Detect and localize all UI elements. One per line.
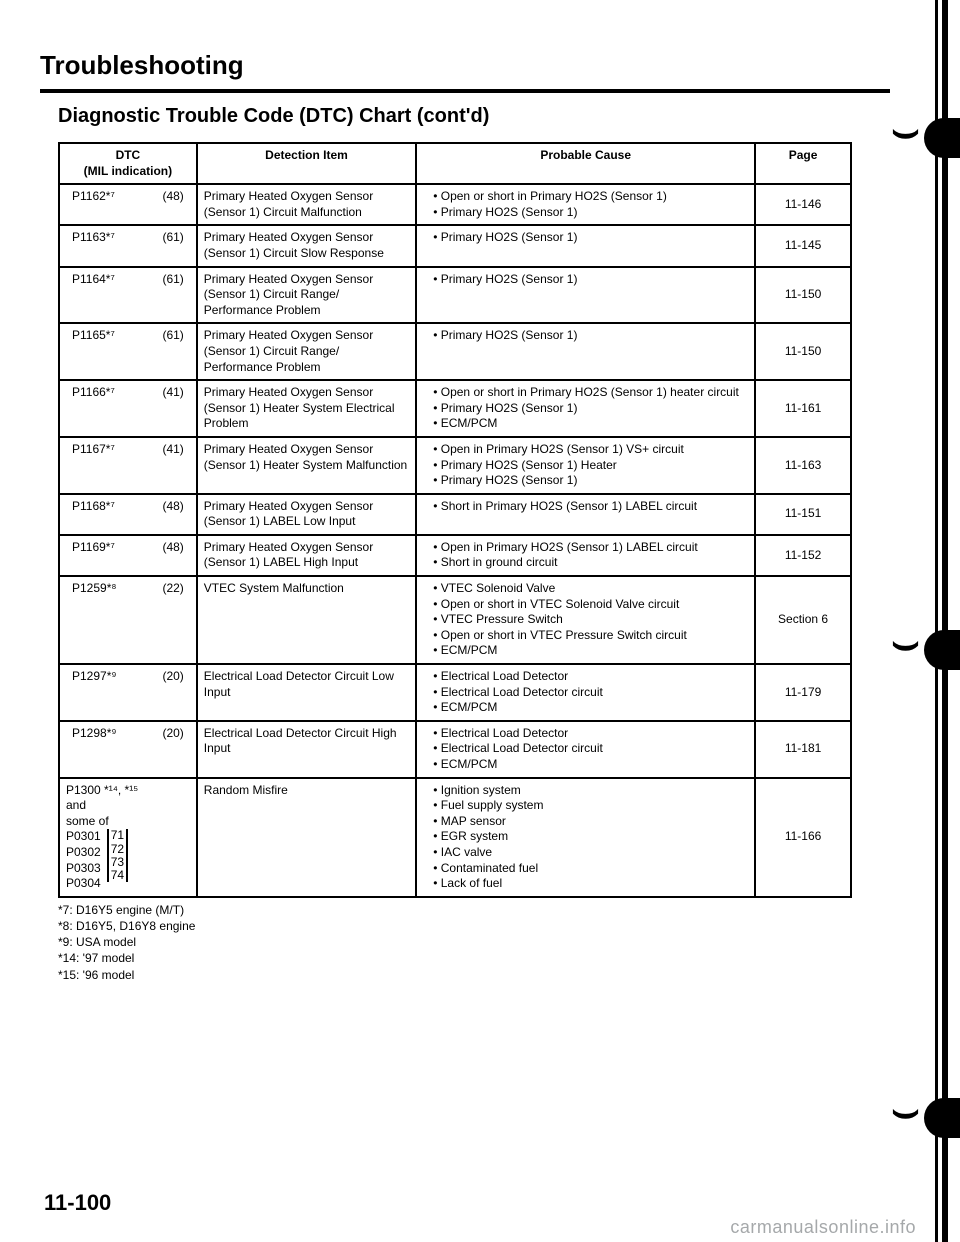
probable-cause: Open in Primary HO2S (Sensor 1) VS+ circ… — [416, 437, 755, 494]
table-row: P1163*⁷ (61) Primary Heated Oxygen Sensor … — [59, 225, 851, 266]
detection-item: Primary Heated Oxygen Sensor (Sensor 1) … — [197, 267, 416, 324]
page-ref: 11-181 — [755, 721, 851, 778]
detection-item: Primary Heated Oxygen Sensor (Sensor 1) … — [197, 437, 416, 494]
footnote-line: *14: '97 model — [58, 950, 890, 966]
detection-item: Random Misfire — [197, 778, 416, 897]
mil-indication: (22) — [162, 581, 183, 597]
watermark: carmanualsonline.info — [730, 1217, 916, 1238]
page-ref: 11-150 — [755, 267, 851, 324]
page-ref: 11-150 — [755, 323, 851, 380]
detection-item: Primary Heated Oxygen Sensor (Sensor 1) … — [197, 535, 416, 576]
dtc-code: P1165*⁷ — [72, 328, 115, 344]
dtc-code: P1162*⁷ — [72, 189, 115, 205]
page-ref: 11-163 — [755, 437, 851, 494]
table-row: P1259*⁸ (22) VTEC System MalfunctionVTEC S… — [59, 576, 851, 664]
footnotes: *7: D16Y5 engine (M/T)*8: D16Y5, D16Y8 e… — [58, 902, 890, 983]
page-number: 11-100 — [44, 1190, 111, 1216]
detection-item: Primary Heated Oxygen Sensor (Sensor 1) … — [197, 494, 416, 535]
mil-indication: (48) — [162, 540, 183, 556]
table-row: P1169*⁷ (48) Primary Heated Oxygen Sensor … — [59, 535, 851, 576]
detection-item: Primary Heated Oxygen Sensor (Sensor 1) … — [197, 184, 416, 225]
probable-cause: Primary HO2S (Sensor 1) — [416, 225, 755, 266]
th-page: Page — [755, 143, 851, 184]
page-ref: 11-146 — [755, 184, 851, 225]
page-tab-bot — [924, 1098, 960, 1138]
table-row: P1165*⁷ (61) Primary Heated Oxygen Sensor … — [59, 323, 851, 380]
dtc-code: P1298*⁹ — [72, 726, 117, 742]
dtc-code: P1166*⁷ — [72, 385, 115, 401]
dtc-code: P1168*⁷ — [72, 499, 115, 515]
rule — [40, 89, 890, 93]
dtc-code: P1300 *¹⁴, *¹⁵andsome ofP0301P0302P0303P… — [66, 783, 190, 892]
mil-indication: (20) — [162, 726, 183, 742]
th-detection: Detection Item — [197, 143, 416, 184]
mil-indication: (61) — [162, 328, 183, 344]
dtc-code: P1167*⁷ — [72, 442, 115, 458]
footnote-line: *8: D16Y5, D16Y8 engine — [58, 918, 890, 934]
probable-cause: Open in Primary HO2S (Sensor 1) LABEL ci… — [416, 535, 755, 576]
dtc-code: P1297*⁹ — [72, 669, 117, 685]
table-row: P1167*⁷ (41) Primary Heated Oxygen Sensor … — [59, 437, 851, 494]
probable-cause: Open or short in Primary HO2S (Sensor 1)… — [416, 184, 755, 225]
page-tab-top — [924, 118, 960, 158]
page-ref: 11-151 — [755, 494, 851, 535]
footnote-line: *7: D16Y5 engine (M/T) — [58, 902, 890, 918]
footnote-line: *15: '96 model — [58, 967, 890, 983]
mil-indication: (41) — [162, 385, 183, 401]
table-row: P1298*⁹ (20) Electrical Load Detector Circ… — [59, 721, 851, 778]
binder-hook-icon: ⌣ — [891, 618, 920, 668]
page-ref: 11-152 — [755, 535, 851, 576]
scan-edge-thin — [935, 0, 938, 1242]
page-ref: 11-166 — [755, 778, 851, 897]
dtc-code: P1169*⁷ — [72, 540, 115, 556]
table-row: P1164*⁷ (61) Primary Heated Oxygen Sensor … — [59, 267, 851, 324]
table-row: P1166*⁷ (41) Primary Heated Oxygen Sensor … — [59, 380, 851, 437]
mil-indication: (61) — [162, 272, 183, 288]
detection-item: VTEC System Malfunction — [197, 576, 416, 664]
probable-cause: Short in Primary HO2S (Sensor 1) LABEL c… — [416, 494, 755, 535]
probable-cause: Primary HO2S (Sensor 1) — [416, 323, 755, 380]
binder-hook-icon: ⌣ — [891, 106, 920, 156]
probable-cause: Electrical Load DetectorElectrical Load … — [416, 664, 755, 721]
probable-cause: Electrical Load DetectorElectrical Load … — [416, 721, 755, 778]
footnote-line: *9: USA model — [58, 934, 890, 950]
th-cause: Probable Cause — [416, 143, 755, 184]
page-ref: Section 6 — [755, 576, 851, 664]
table-row: P1162*⁷ (48) Primary Heated Oxygen Sensor … — [59, 184, 851, 225]
binder-hook-icon: ⌣ — [891, 1086, 920, 1136]
mil-indication: (41) — [162, 442, 183, 458]
table-row: P1297*⁹ (20) Electrical Load Detector Circ… — [59, 664, 851, 721]
detection-item: Electrical Load Detector Circuit High In… — [197, 721, 416, 778]
probable-cause: Primary HO2S (Sensor 1) — [416, 267, 755, 324]
dtc-chart-table: DTC(MIL indication) Detection Item Proba… — [58, 142, 852, 898]
dtc-code: P1164*⁷ — [72, 272, 115, 288]
mil-indication: (61) — [162, 230, 183, 246]
page-title: Troubleshooting — [40, 50, 890, 81]
detection-item: Primary Heated Oxygen Sensor (Sensor 1) … — [197, 225, 416, 266]
probable-cause: Open or short in Primary HO2S (Sensor 1)… — [416, 380, 755, 437]
probable-cause: Ignition systemFuel supply systemMAP sen… — [416, 778, 755, 897]
page-tab-mid — [924, 630, 960, 670]
mil-indication: (48) — [162, 499, 183, 515]
section-subtitle: Diagnostic Trouble Code (DTC) Chart (con… — [58, 105, 890, 128]
detection-item: Primary Heated Oxygen Sensor (Sensor 1) … — [197, 323, 416, 380]
page-ref: 11-179 — [755, 664, 851, 721]
mil-indication: (48) — [162, 189, 183, 205]
dtc-code: P1259*⁸ — [72, 581, 116, 597]
detection-item: Electrical Load Detector Circuit Low Inp… — [197, 664, 416, 721]
th-dtc: DTC(MIL indication) — [59, 143, 197, 184]
page-ref: 11-161 — [755, 380, 851, 437]
page-ref: 11-145 — [755, 225, 851, 266]
dtc-code: P1163*⁷ — [72, 230, 115, 246]
table-row: P1300 *¹⁴, *¹⁵andsome ofP0301P0302P0303P… — [59, 778, 851, 897]
mil-indication: (20) — [162, 669, 183, 685]
table-row: P1168*⁷ (48) Primary Heated Oxygen Sensor … — [59, 494, 851, 535]
probable-cause: VTEC Solenoid ValveOpen or short in VTEC… — [416, 576, 755, 664]
detection-item: Primary Heated Oxygen Sensor (Sensor 1) … — [197, 380, 416, 437]
scan-edge-thick — [942, 0, 948, 1242]
